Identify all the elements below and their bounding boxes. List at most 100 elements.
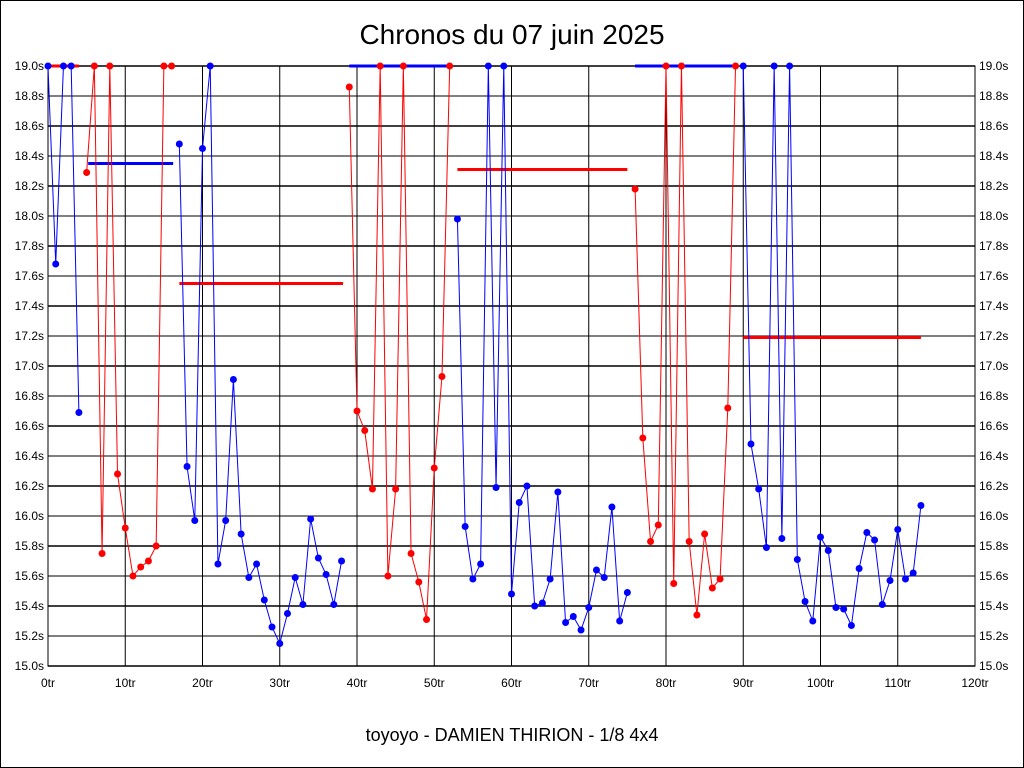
data-point bbox=[685, 538, 693, 545]
data-point bbox=[183, 463, 191, 470]
data-point bbox=[322, 571, 330, 578]
data-point bbox=[175, 140, 183, 148]
data-point bbox=[345, 83, 353, 91]
data-point bbox=[592, 566, 600, 574]
data-point bbox=[662, 62, 670, 70]
data-point bbox=[832, 604, 840, 611]
y-tick-label-left: 15.2s bbox=[15, 629, 44, 643]
y-tick-label-right: 19.0s bbox=[979, 59, 1008, 73]
data-point bbox=[677, 62, 685, 70]
y-tick-label-right: 15.4s bbox=[979, 599, 1008, 613]
data-point bbox=[886, 577, 894, 584]
data-point bbox=[716, 575, 724, 583]
data-point bbox=[253, 560, 261, 568]
y-tick-label-right: 15.6s bbox=[979, 569, 1008, 583]
data-point bbox=[917, 502, 925, 509]
y-tick-label-left: 15.4s bbox=[15, 599, 44, 613]
data-point bbox=[508, 590, 515, 598]
y-tick-label-right: 16.2s bbox=[979, 479, 1008, 493]
data-point bbox=[353, 407, 361, 415]
series-line-seg7 bbox=[742, 65, 922, 628]
data-point bbox=[152, 542, 160, 550]
y-tick-label-right: 17.0s bbox=[979, 359, 1008, 373]
data-point bbox=[670, 580, 678, 587]
data-point bbox=[901, 575, 909, 583]
data-point bbox=[283, 610, 291, 617]
data-point bbox=[909, 569, 917, 577]
data-point bbox=[847, 622, 855, 629]
data-point bbox=[214, 560, 222, 568]
data-point bbox=[438, 373, 446, 380]
y-tick-label-right: 18.8s bbox=[979, 89, 1008, 103]
data-point bbox=[878, 601, 886, 608]
data-point bbox=[121, 524, 129, 532]
data-point bbox=[59, 62, 67, 70]
data-point bbox=[83, 169, 91, 176]
data-point bbox=[639, 434, 647, 442]
data-point bbox=[693, 611, 701, 619]
x-tick-label: 90tr bbox=[733, 676, 754, 690]
data-point bbox=[237, 530, 245, 538]
plot-frame bbox=[47, 65, 976, 667]
series-line-seg4 bbox=[348, 65, 451, 620]
data-point bbox=[500, 62, 508, 70]
data-point bbox=[52, 260, 60, 268]
y-tick-label-left: 17.0s bbox=[15, 359, 44, 373]
y-tick-label-left: 18.0s bbox=[15, 209, 44, 223]
data-point bbox=[206, 62, 214, 70]
data-point bbox=[160, 62, 168, 70]
data-point bbox=[855, 565, 863, 572]
y-tick-label-left: 17.2s bbox=[15, 329, 44, 343]
data-point bbox=[106, 62, 114, 70]
data-point bbox=[222, 517, 230, 524]
data-point bbox=[484, 62, 492, 70]
data-point bbox=[114, 470, 122, 478]
data-point bbox=[361, 427, 369, 434]
data-point bbox=[562, 619, 570, 626]
data-point bbox=[338, 557, 346, 565]
data-point bbox=[793, 556, 801, 563]
x-tick-label: 100tr bbox=[807, 676, 834, 690]
y-tick-label-right: 17.4s bbox=[979, 299, 1008, 313]
y-tick-label-left: 17.6s bbox=[15, 269, 44, 283]
data-point bbox=[229, 376, 237, 383]
y-tick-label-left: 19.0s bbox=[15, 59, 44, 73]
y-tick-label-left: 15.8s bbox=[15, 539, 44, 553]
data-point bbox=[732, 62, 740, 70]
data-point bbox=[894, 526, 902, 533]
x-tick-label: 30tr bbox=[269, 676, 290, 690]
data-point bbox=[423, 616, 431, 623]
data-point bbox=[546, 575, 554, 583]
y-tick-label-right: 17.6s bbox=[979, 269, 1008, 283]
chart-title: Chronos du 07 juin 2025 bbox=[359, 19, 665, 50]
y-tick-label-right: 16.4s bbox=[979, 449, 1008, 463]
data-point bbox=[461, 523, 469, 530]
data-point bbox=[191, 517, 199, 524]
y-tick-label-right: 15.8s bbox=[979, 539, 1008, 553]
data-point bbox=[430, 464, 438, 472]
y-tick-label-right: 15.0s bbox=[979, 659, 1008, 673]
data-point bbox=[654, 521, 662, 529]
data-point bbox=[392, 485, 400, 493]
x-tick-label: 60tr bbox=[501, 676, 522, 690]
data-point bbox=[67, 62, 75, 70]
data-point bbox=[453, 215, 461, 223]
y-tick-label-right: 18.4s bbox=[979, 149, 1008, 163]
series-line-seg2 bbox=[86, 65, 172, 578]
data-point bbox=[786, 62, 794, 70]
data-point bbox=[515, 499, 523, 506]
series-line-seg6 bbox=[634, 65, 737, 616]
data-point bbox=[739, 62, 747, 70]
data-point bbox=[608, 503, 616, 511]
y-tick-label-right: 17.8s bbox=[979, 239, 1008, 253]
y-tick-label-right: 15.2s bbox=[979, 629, 1008, 643]
data-point bbox=[817, 533, 824, 541]
data-point bbox=[616, 617, 624, 625]
data-point bbox=[801, 598, 809, 605]
data-point bbox=[631, 185, 639, 193]
x-tick-label: 10tr bbox=[115, 676, 136, 690]
data-point bbox=[75, 409, 83, 416]
x-tick-label: 110tr bbox=[885, 676, 911, 690]
y-tick-label-right: 18.0s bbox=[979, 209, 1008, 223]
